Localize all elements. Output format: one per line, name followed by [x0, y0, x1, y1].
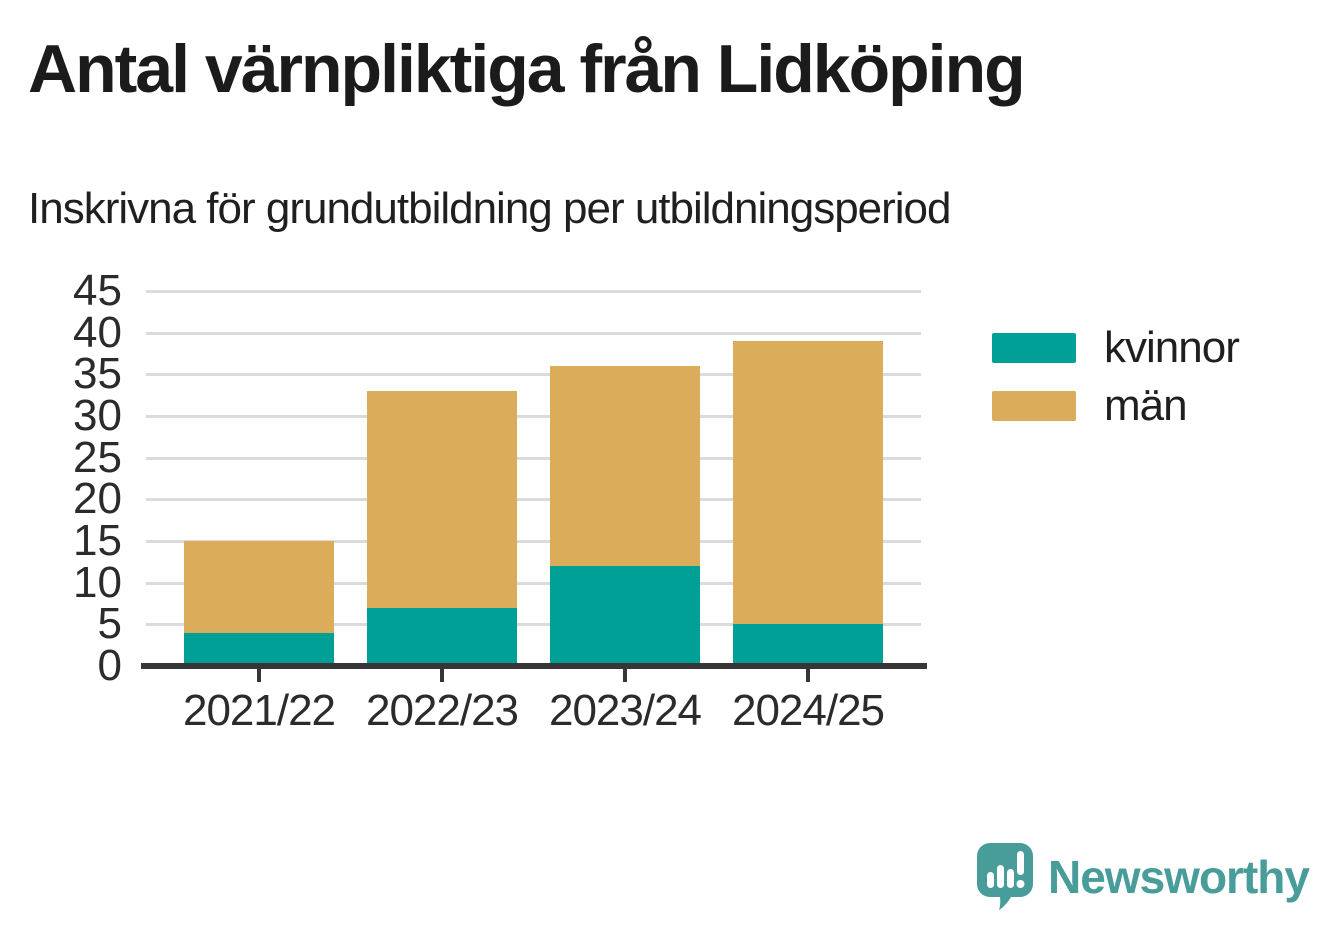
- legend-label: kvinnor: [1104, 323, 1240, 372]
- bar-segment-män-2023/24: [550, 366, 700, 566]
- x-tick: [623, 669, 627, 682]
- bar-segment-kvinnor-2023/24: [550, 566, 700, 666]
- bar-chart: 2021/22 2022/23 2023/24 2024/25: [141, 290, 927, 735]
- bar-segment-kvinnor-2022/23: [367, 607, 517, 666]
- page-subtitle: Inskrivna för grundutbildning per utbild…: [28, 184, 951, 233]
- y-tick-label: 20: [73, 474, 122, 524]
- gridline-y25: [146, 456, 921, 460]
- bar-segment-kvinnor-2021/22: [184, 632, 334, 666]
- x-tick: [806, 669, 810, 682]
- legend: kvinnor män: [992, 323, 1240, 430]
- newsworthy-logo: Newsworthy: [976, 842, 1310, 912]
- gridline-y30: [146, 415, 921, 418]
- bar-segment-män-2024/25: [733, 341, 883, 625]
- y-tick-label: 5: [97, 599, 122, 649]
- bar-segment-kvinnor-2024/25: [733, 624, 883, 666]
- y-tick-label: 40: [73, 307, 122, 357]
- y-tick-label: 30: [73, 391, 122, 440]
- y-tick-label: 15: [73, 516, 122, 565]
- y-tick-label: 0: [97, 641, 122, 690]
- x-tick-label: 2021/22: [182, 686, 336, 735]
- y-tick-label: 45: [73, 266, 122, 315]
- newsworthy-logo-text: Newsworthy: [1048, 851, 1310, 903]
- legend-label: män: [1104, 381, 1188, 430]
- legend-item-man: män: [992, 381, 1239, 430]
- gridline-y5: [146, 623, 921, 627]
- newsworthy-logo-icon: [977, 843, 1033, 910]
- gridline-y10: [146, 581, 921, 585]
- x-tick-label: 2022/23: [365, 686, 519, 735]
- gridline-y35: [146, 373, 921, 377]
- y-tick-label: 10: [73, 557, 122, 607]
- bar-segment-män-2021/22: [184, 541, 334, 633]
- bar-segment-män-2022/23: [367, 391, 517, 608]
- x-tick-label: 2024/25: [731, 686, 885, 735]
- legend-swatch-man: [992, 391, 1076, 421]
- x-tick: [440, 669, 444, 682]
- gridline-y20: [146, 498, 921, 502]
- y-tick-label: 25: [73, 432, 122, 482]
- x-tick: [257, 669, 261, 682]
- y-tick-label: 35: [73, 349, 122, 399]
- x-axis-line: [141, 663, 927, 669]
- page-title: Antal värnpliktiga från Lidköping: [28, 31, 1026, 107]
- legend-item-kvinnor: kvinnor: [992, 323, 1240, 372]
- gridline-y15: [146, 540, 921, 543]
- x-tick-label: 2023/24: [548, 686, 702, 735]
- gridline-y40: [146, 331, 921, 335]
- gridline-y45: [146, 290, 921, 293]
- legend-swatch-kvinnor: [992, 333, 1076, 363]
